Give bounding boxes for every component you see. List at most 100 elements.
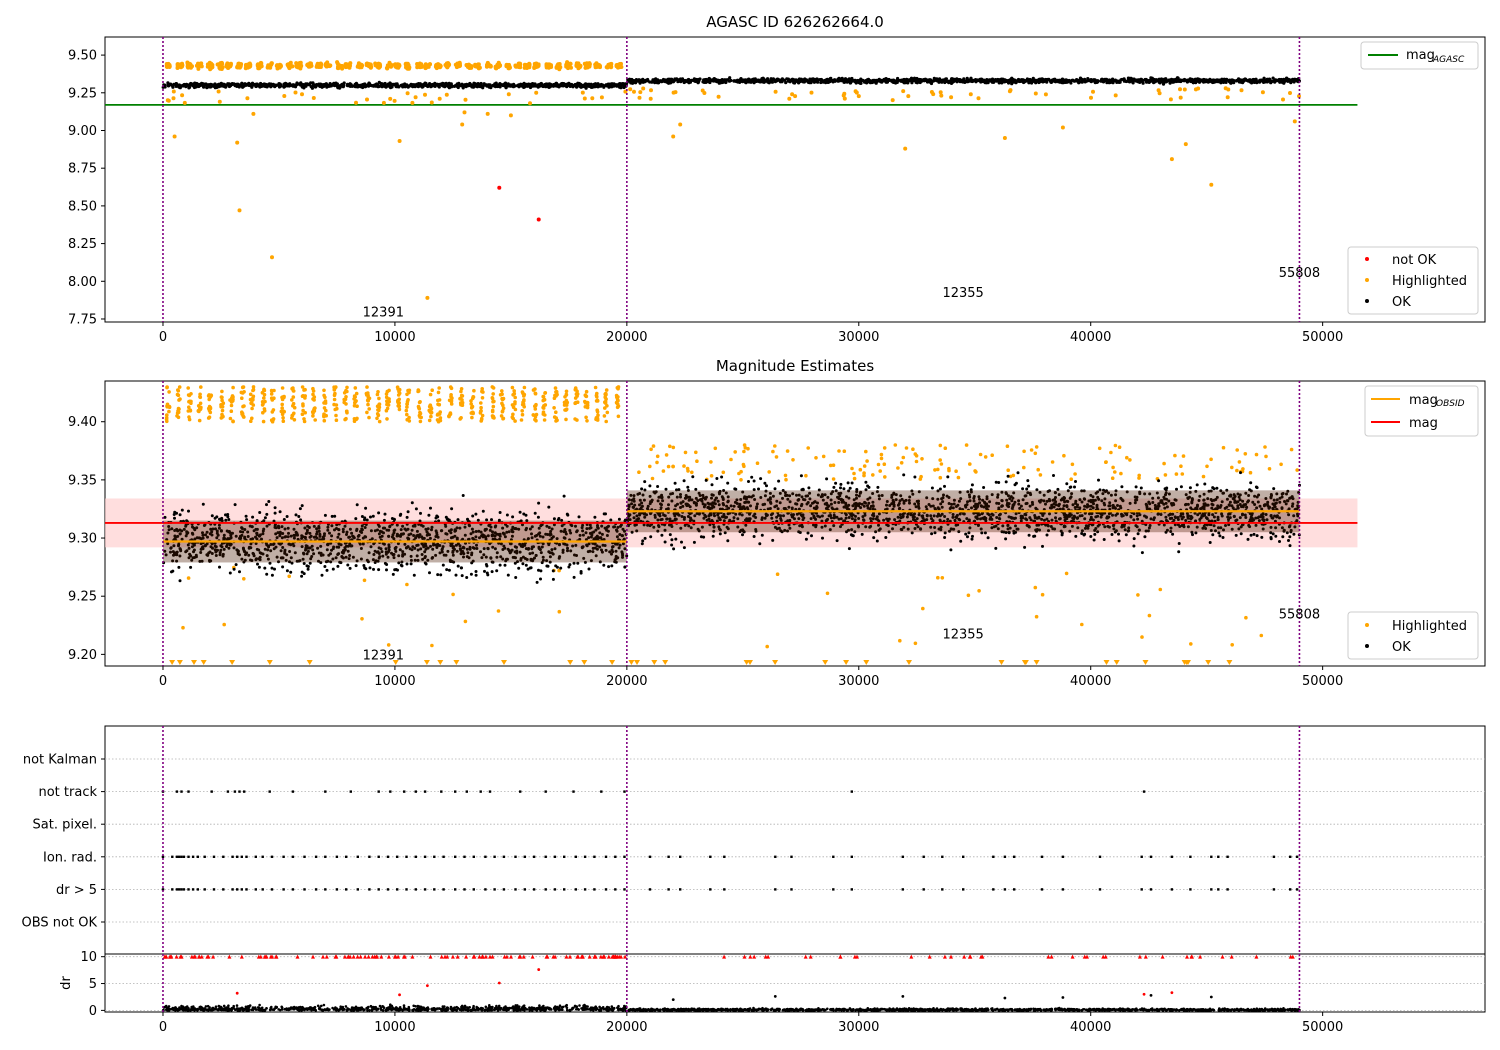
- panel2-highlighted-point: [332, 402, 336, 407]
- panel1-ok-point: [304, 84, 308, 88]
- panel2-highlighted-point: [469, 399, 473, 403]
- panel1-ok-point: [1211, 78, 1215, 82]
- panel2-ok-point: [256, 562, 259, 566]
- panel1-highlighted-point: [678, 122, 683, 127]
- panel1-ok-point: [1273, 79, 1278, 83]
- panel2-ok-point: [323, 513, 327, 517]
- panel2-highlighted-point: [668, 444, 672, 449]
- panel2-highlighted-point: [1180, 472, 1185, 476]
- panel2-highlighted-point: [175, 392, 180, 397]
- panel1-highlighted-point: [1178, 95, 1183, 100]
- panel2-highlighted-point: [250, 406, 254, 411]
- panel1-ok-point: [248, 83, 252, 88]
- panel2-highlighted-point: [1113, 470, 1117, 474]
- panel2-highlighted-point: [604, 388, 609, 392]
- panel2-ok-point: [551, 577, 555, 581]
- panel2-highlighted-point: [396, 393, 401, 397]
- panel2-highlighted-point: [1033, 451, 1038, 456]
- panel2-highlighted-point: [1295, 468, 1299, 472]
- panel2-highlighted-point: [1117, 445, 1122, 450]
- panel2-highlighted-point: [858, 467, 863, 472]
- panel1-ok-point: [680, 77, 685, 81]
- panel2-highlighted-point: [492, 399, 496, 404]
- panel1-highlighted-point: [929, 90, 934, 94]
- panel2-highlighted-point: [933, 468, 937, 472]
- panel2-highlighted-point: [543, 403, 548, 407]
- panel2-highlighted-point: [650, 476, 655, 481]
- panel2-highlighted-point: [878, 469, 882, 473]
- panel2-highlighted-point: [269, 418, 274, 423]
- panel2-highlighted-point: [1119, 471, 1123, 476]
- panel2-highlighted-point: [978, 452, 983, 457]
- panel1-ok-point: [727, 79, 732, 83]
- panel1-highlighted-point: [506, 92, 511, 97]
- panel1-highlighted-point: [251, 111, 256, 116]
- panel1-ok-point: [951, 80, 955, 84]
- panel1-ok-point: [794, 78, 798, 82]
- panel2-highlighted-point: [362, 578, 367, 583]
- panel2-highlighted-point: [519, 418, 524, 422]
- panel2-clipped-marker: [581, 660, 588, 665]
- panel2-ok-point: [258, 511, 262, 514]
- panel1-highlighted-point: [1089, 95, 1093, 100]
- panel1-highlighted-point: [628, 87, 633, 92]
- panel2-highlighted-point: [1006, 468, 1010, 473]
- panel2-highlighted-point: [564, 398, 569, 403]
- panel2-highlighted-point: [481, 390, 485, 394]
- panel1-ok-point: [1271, 76, 1275, 80]
- panel1-ok-point: [963, 80, 967, 84]
- panel2-highlighted-point: [395, 385, 400, 390]
- panel2-highlighted-point: [241, 404, 245, 409]
- panel1-ok-point: [843, 80, 847, 84]
- panel2-highlighted-point: [263, 399, 267, 404]
- panel2-highlighted-point: [429, 410, 434, 415]
- panel2-highlighted-point: [498, 393, 503, 397]
- panel2-ok-point: [559, 566, 563, 570]
- panel1-ok-point: [1153, 78, 1158, 82]
- panel1-ok-point: [254, 82, 258, 86]
- panel1-highlighted-point: [856, 94, 861, 99]
- panel2-clipped-marker: [1226, 660, 1233, 665]
- panel2-highlighted-point: [564, 417, 568, 422]
- panel2-highlighted-point: [683, 450, 688, 455]
- panel2-highlighted-point: [366, 398, 370, 402]
- panel1-ok-point: [1188, 78, 1192, 82]
- panel2-highlighted-point: [564, 389, 569, 394]
- panel2-highlighted-point: [554, 390, 558, 394]
- panel2-highlighted-point: [709, 460, 713, 464]
- panel2-highlighted-point: [510, 385, 515, 390]
- panel1-ok-point: [1164, 79, 1168, 84]
- panel2-highlighted-point: [480, 387, 485, 391]
- panel2-ok-point: [189, 565, 193, 569]
- panel2-highlighted-point: [939, 462, 944, 466]
- panel2-highlighted-point: [520, 412, 525, 417]
- panel1-ok-point: [374, 84, 378, 88]
- panel2-highlighted-point: [261, 410, 265, 415]
- panel1-highlighted-point: [1156, 88, 1161, 93]
- panel2-highlighted-point: [219, 404, 223, 409]
- panel1-highlighted-point: [425, 295, 430, 300]
- panel1-highlighted-point: [190, 64, 194, 69]
- panel1-highlighted-point: [1209, 182, 1214, 187]
- panel1-ok-point: [1016, 79, 1020, 83]
- panel2-highlighted-point: [176, 388, 180, 392]
- panel1-highlighted-point: [809, 90, 814, 95]
- panel1-ok-point: [1053, 78, 1057, 82]
- panel2-highlighted-point: [242, 577, 246, 581]
- panel1-ok-point: [410, 83, 414, 87]
- panel1-highlighted-point: [423, 62, 428, 67]
- panel1-ok-point: [163, 83, 167, 87]
- panel2-highlighted-point: [334, 385, 338, 389]
- panel1-highlighted-point: [1007, 89, 1012, 94]
- panel2-highlighted-point: [583, 393, 588, 398]
- panel2-highlighted-point: [367, 407, 372, 411]
- panel2-highlighted-point: [1237, 460, 1242, 464]
- panel1-highlighted-point: [1260, 90, 1265, 95]
- panel2-highlighted-point: [1104, 460, 1108, 464]
- panel2-highlighted-point: [694, 450, 698, 455]
- panel1-highlighted-point: [237, 208, 242, 213]
- panel2-highlighted-point: [479, 405, 483, 410]
- panel2-ok-point: [607, 565, 611, 569]
- panel2-highlighted-point: [1073, 472, 1077, 476]
- panel2-highlighted-point: [167, 390, 171, 394]
